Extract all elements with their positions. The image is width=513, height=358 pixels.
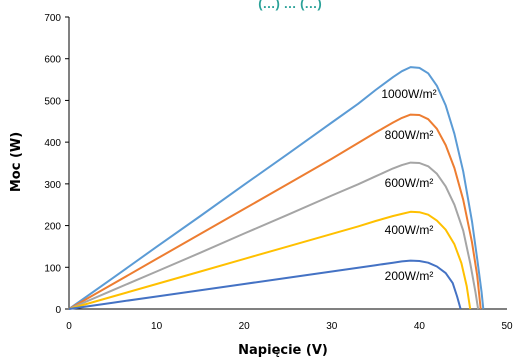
chart-title-fragment: (…) … (…) bbox=[258, 0, 322, 11]
y-tick-label: 200 bbox=[44, 222, 61, 233]
series-labels: 1000W/m² 800W/m² 600W/m² 400W/m² 200W/m² bbox=[381, 87, 436, 283]
x-tick-label: 50 bbox=[501, 321, 513, 332]
x-tick-label: 0 bbox=[66, 321, 72, 332]
y-tick-label: 500 bbox=[44, 96, 61, 107]
x-tick-label: 20 bbox=[239, 321, 251, 332]
series-line-0 bbox=[68, 66, 485, 310]
x-tick-label: 30 bbox=[326, 321, 338, 332]
series-label-3: 400W/m² bbox=[385, 223, 434, 237]
y-tick-label: 100 bbox=[44, 263, 61, 274]
series-line-2 bbox=[68, 161, 480, 310]
x-axis-ticks: 0 10 20 30 40 50 bbox=[66, 321, 513, 332]
y-axis-title: Moc (W) bbox=[9, 132, 24, 192]
y-tick-label: 0 bbox=[55, 305, 61, 316]
plot-axes bbox=[68, 17, 507, 310]
y-tick-label: 700 bbox=[44, 13, 61, 24]
series-line-1 bbox=[68, 113, 482, 310]
y-tick-label: 600 bbox=[44, 55, 61, 66]
y-tick-label: 300 bbox=[44, 180, 61, 191]
x-tick-label: 40 bbox=[414, 321, 426, 332]
y-tick-label: 400 bbox=[44, 138, 61, 149]
x-axis-title: Napięcie (V) bbox=[238, 343, 328, 358]
x-tick-label: 10 bbox=[151, 321, 163, 332]
y-axis-ticks: 0 100 200 300 400 500 600 700 bbox=[44, 13, 69, 316]
series-line-3 bbox=[68, 210, 472, 310]
series-lines bbox=[68, 66, 485, 310]
series-line-4 bbox=[68, 259, 462, 310]
series-label-1: 800W/m² bbox=[385, 128, 434, 142]
series-label-2: 600W/m² bbox=[385, 176, 434, 190]
series-label-0: 1000W/m² bbox=[381, 87, 436, 101]
series-label-4: 200W/m² bbox=[385, 269, 434, 283]
